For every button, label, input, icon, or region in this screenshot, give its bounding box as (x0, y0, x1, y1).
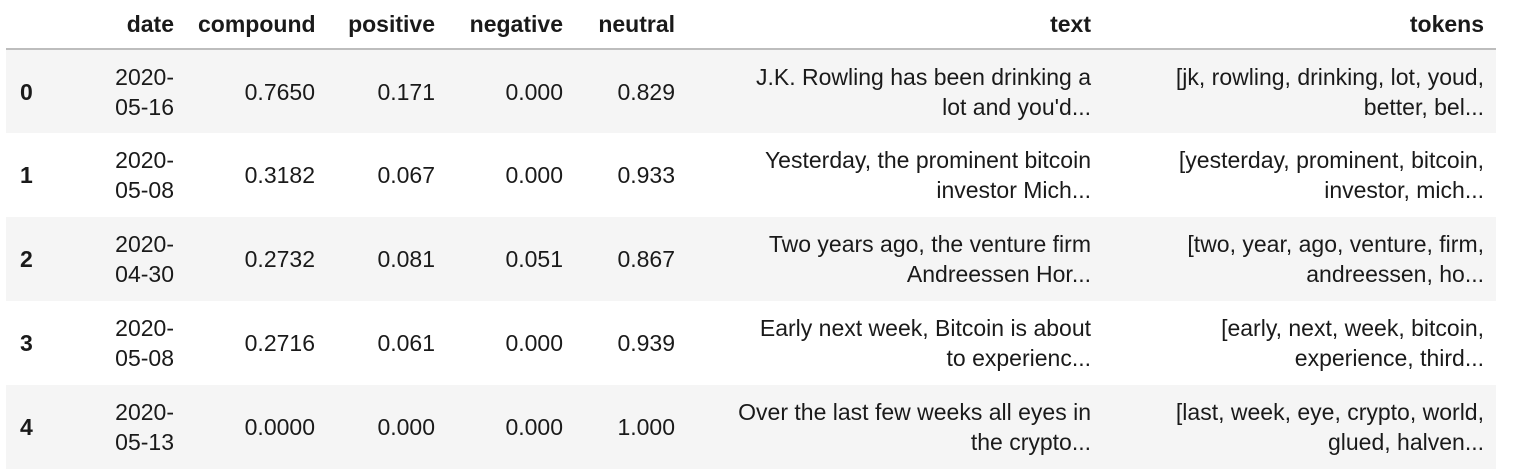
dataframe-output: date compound positive negative neutral … (6, 0, 1496, 469)
table-row: 0 2020- 05-16 0.7650 0.171 0.000 0.829 J… (6, 49, 1496, 133)
text-line-2: investor Mich... (936, 177, 1091, 203)
neutral-cell: 1.000 (617, 414, 675, 440)
text-line-1: Two years ago, the venture firm (768, 231, 1091, 257)
dataframe-table: date compound positive negative neutral … (6, 0, 1496, 469)
neutral-cell: 0.933 (617, 162, 675, 188)
header-index (6, 0, 64, 50)
table-row: 3 2020- 05-08 0.2716 0.061 0.000 0.939 E… (6, 301, 1496, 385)
negative-cell: 0.000 (505, 162, 563, 188)
neutral-cell: 0.867 (617, 246, 675, 272)
date-month-day: 04-30 (115, 261, 174, 287)
tokens-line-2: better, bel... (1363, 93, 1484, 120)
table-row: 2 2020- 04-30 0.2732 0.081 0.051 0.867 T… (6, 217, 1496, 301)
header-neutral: neutral (575, 0, 687, 50)
date-month-day: 05-16 (115, 93, 174, 120)
tokens-line-1: [yesterday, prominent, bitcoin, (1178, 147, 1484, 173)
tokens-cell: [last, week, eye, crypto, world, glued, … (1103, 385, 1496, 469)
tokens-cell: [jk, rowling, drinking, lot, youd, bette… (1103, 49, 1496, 133)
text-line-2: Andreessen Hor... (906, 261, 1091, 287)
tokens-line-1: [two, year, ago, venture, firm, (1187, 231, 1484, 257)
text-cell: Over the last few weeks all eyes in the … (687, 385, 1103, 469)
header-positive: positive (327, 0, 447, 50)
table-row: 1 2020- 05-08 0.3182 0.067 0.000 0.933 Y… (6, 133, 1496, 217)
positive-cell: 0.067 (377, 162, 435, 188)
header-tokens: tokens (1103, 0, 1496, 50)
tokens-line-2: investor, mich... (1324, 177, 1484, 203)
positive-cell: 0.000 (377, 414, 435, 440)
table-row: 4 2020- 05-13 0.0000 0.000 0.000 1.000 O… (6, 385, 1496, 469)
header-date: date (64, 0, 186, 50)
date-year: 2020- (115, 147, 174, 173)
tokens-line-1: [last, week, eye, crypto, world, (1175, 399, 1484, 425)
text-line-2: to experienc... (946, 345, 1091, 371)
positive-cell: 0.061 (377, 330, 435, 356)
negative-cell: 0.000 (505, 78, 563, 105)
text-cell: Two years ago, the venture firm Andreess… (687, 217, 1103, 301)
date-year: 2020- (115, 399, 174, 425)
date-cell: 2020- 05-08 (64, 133, 186, 217)
text-line-1: Early next week, Bitcoin is about (759, 315, 1091, 341)
tokens-cell: [early, next, week, bitcoin, experience,… (1103, 301, 1496, 385)
tokens-line-2: glued, halven... (1327, 429, 1484, 455)
tokens-cell: [two, year, ago, venture, firm, andreess… (1103, 217, 1496, 301)
date-month-day: 05-13 (115, 429, 174, 455)
compound-cell: 0.0000 (244, 414, 315, 440)
header-negative: negative (447, 0, 575, 50)
compound-cell: 0.2732 (244, 246, 315, 272)
date-month-day: 05-08 (115, 345, 174, 371)
header-text: text (687, 0, 1103, 50)
positive-cell: 0.081 (377, 246, 435, 272)
date-cell: 2020- 05-13 (64, 385, 186, 469)
date-year: 2020- (115, 63, 174, 90)
header-row: date compound positive negative neutral … (6, 0, 1496, 50)
text-cell: Yesterday, the prominent bitcoin investo… (687, 133, 1103, 217)
date-year: 2020- (115, 231, 174, 257)
compound-cell: 0.2716 (244, 330, 315, 356)
text-line-2: lot and you'd... (942, 93, 1091, 120)
neutral-cell: 0.939 (617, 330, 675, 356)
text-line-1: Yesterday, the prominent bitcoin (764, 147, 1091, 173)
date-month-day: 05-08 (115, 177, 174, 203)
text-line-1: J.K. Rowling has been drinking a (756, 63, 1091, 90)
negative-cell: 0.000 (505, 414, 563, 440)
positive-cell: 0.171 (377, 78, 435, 105)
date-cell: 2020- 05-08 (64, 301, 186, 385)
text-cell: J.K. Rowling has been drinking a lot and… (687, 49, 1103, 133)
date-cell: 2020- 04-30 (64, 217, 186, 301)
header-compound: compound (186, 0, 327, 50)
compound-cell: 0.7650 (244, 78, 315, 105)
tokens-cell: [yesterday, prominent, bitcoin, investor… (1103, 133, 1496, 217)
negative-cell: 0.051 (505, 246, 563, 272)
tokens-line-2: andreessen, ho... (1306, 261, 1484, 287)
row-index: 4 (20, 414, 33, 440)
tokens-line-2: experience, third... (1294, 345, 1484, 371)
tokens-line-1: [early, next, week, bitcoin, (1221, 315, 1484, 341)
neutral-cell: 0.829 (617, 78, 675, 105)
date-cell: 2020- 05-16 (64, 49, 186, 133)
text-cell: Early next week, Bitcoin is about to exp… (687, 301, 1103, 385)
row-index: 3 (20, 330, 33, 356)
date-year: 2020- (115, 315, 174, 341)
text-line-2: the crypto... (970, 429, 1091, 455)
row-index: 0 (20, 78, 33, 105)
text-line-1: Over the last few weeks all eyes in (738, 399, 1091, 425)
tokens-line-1: [jk, rowling, drinking, lot, youd, (1175, 63, 1484, 90)
row-index: 2 (20, 246, 33, 272)
compound-cell: 0.3182 (244, 162, 315, 188)
negative-cell: 0.000 (505, 330, 563, 356)
row-index: 1 (20, 162, 33, 188)
